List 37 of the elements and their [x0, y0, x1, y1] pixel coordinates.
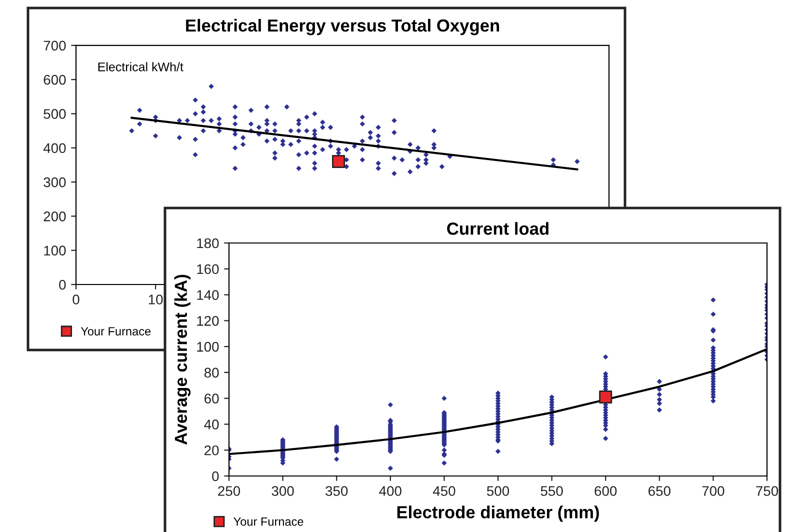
x-tick-label: 600 — [594, 486, 617, 496]
x-tick-label: 650 — [648, 486, 670, 496]
x-axis-title: Electrode diameter (mm) — [397, 506, 599, 522]
y-tick-label: 60 — [204, 394, 219, 404]
y-axis-title: Average current (kA) — [174, 274, 191, 445]
y-tick-label: 80 — [204, 368, 219, 378]
x-tick-label: 450 — [432, 486, 456, 496]
y-tick-label: 180 — [197, 238, 219, 248]
y-tick-label: 700 — [44, 40, 66, 51]
y-tick-label: 500 — [44, 109, 66, 119]
x-tick-label: 350 — [326, 486, 348, 496]
x-tick-label: 300 — [272, 486, 294, 496]
y-tick-label: 0 — [59, 280, 66, 290]
x-tick-label: 400 — [379, 486, 402, 496]
x-tick-label: 750 — [756, 486, 778, 496]
x-tick-label: 550 — [540, 486, 563, 496]
x-tick-label: 700 — [702, 486, 724, 496]
x-tick-label: 500 — [486, 486, 510, 496]
x-tick-label: 10 — [148, 294, 163, 304]
legend-label: Your Furnace — [234, 518, 304, 526]
y-tick-label: 20 — [204, 445, 219, 456]
y-axis-title: Electrical kWh/t — [98, 62, 184, 72]
y-tick-label: 40 — [204, 420, 219, 430]
legend-label: Your Furnace — [80, 327, 151, 336]
y-tick-label: 600 — [44, 74, 66, 85]
y-tick-label: 140 — [197, 290, 219, 300]
y-tick-label: 100 — [197, 342, 219, 352]
y-tick-label: 200 — [44, 212, 66, 222]
y-tick-label: 0 — [212, 471, 219, 482]
y-tick-label: 300 — [44, 177, 66, 188]
y-tick-label: 160 — [197, 264, 219, 274]
chart-title: Electrical Energy versus Total Oxygen — [186, 18, 500, 36]
chart-title: Current load — [447, 222, 548, 235]
y-tick-label: 400 — [43, 143, 66, 154]
x-tick-label: 250 — [218, 486, 240, 496]
y-tick-label: 100 — [44, 246, 66, 256]
y-tick-label: 120 — [197, 316, 219, 326]
